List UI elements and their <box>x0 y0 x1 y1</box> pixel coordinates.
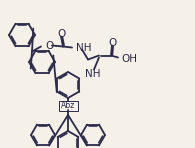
Text: O: O <box>57 29 65 38</box>
FancyBboxPatch shape <box>58 100 77 111</box>
Text: O: O <box>45 41 53 50</box>
Text: NH: NH <box>76 42 91 53</box>
Text: Abz: Abz <box>61 101 75 110</box>
Text: OH: OH <box>121 53 137 63</box>
Text: NH: NH <box>85 69 101 78</box>
Text: O: O <box>108 37 116 48</box>
